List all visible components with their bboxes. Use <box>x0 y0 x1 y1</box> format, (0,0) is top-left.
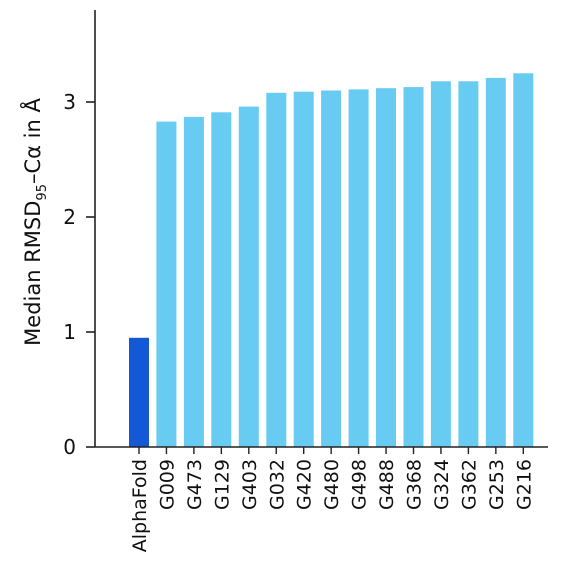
bar <box>238 106 259 447</box>
y-tick-label: 2 <box>63 205 76 229</box>
bar <box>211 112 232 448</box>
bar <box>430 81 451 448</box>
bar-highlight <box>129 337 149 448</box>
bar <box>485 77 506 448</box>
bar <box>403 87 424 447</box>
x-category-label: G488 <box>376 459 398 510</box>
bar <box>156 121 177 447</box>
y-axis-title-subscript: 95 <box>35 184 50 201</box>
y-axis-title-suffix: –Cα in Å <box>19 98 45 185</box>
y-tick-label: 1 <box>63 320 76 344</box>
x-category-label: G420 <box>294 459 316 510</box>
y-axis-title: Median RMSD95–Cα in Å <box>19 98 50 346</box>
bar <box>321 90 342 447</box>
x-category-label: G368 <box>404 459 426 510</box>
bars-group <box>129 73 534 448</box>
x-category-label: G362 <box>458 459 480 510</box>
x-category-label: G032 <box>266 459 288 510</box>
x-category-label: G403 <box>239 459 261 510</box>
x-category-label: G498 <box>349 459 371 510</box>
x-category-label: G324 <box>431 459 453 510</box>
x-labels-group: AlphaFold G009 G473 G129 G403 G032 G420 G480 G49… <box>129 447 535 552</box>
x-category-label: G473 <box>184 459 206 510</box>
bar <box>348 89 369 448</box>
x-category-label: AlphaFold <box>129 459 151 552</box>
y-tick-label: 3 <box>63 90 76 114</box>
bar <box>513 73 534 448</box>
bar <box>183 116 204 448</box>
x-category-label: G129 <box>211 459 233 510</box>
x-category-label: G480 <box>321 459 343 510</box>
bar <box>376 88 396 447</box>
bar <box>266 92 287 448</box>
y-ticks-group: 0 1 2 3 <box>63 90 95 459</box>
x-category-label: G216 <box>513 459 535 510</box>
y-tick-label: 0 <box>63 435 76 459</box>
x-category-label: G009 <box>156 459 178 510</box>
bar <box>293 91 314 447</box>
bar <box>458 81 479 448</box>
x-category-label: G253 <box>486 459 508 510</box>
y-axis-title-main: Median RMSD <box>21 201 45 346</box>
